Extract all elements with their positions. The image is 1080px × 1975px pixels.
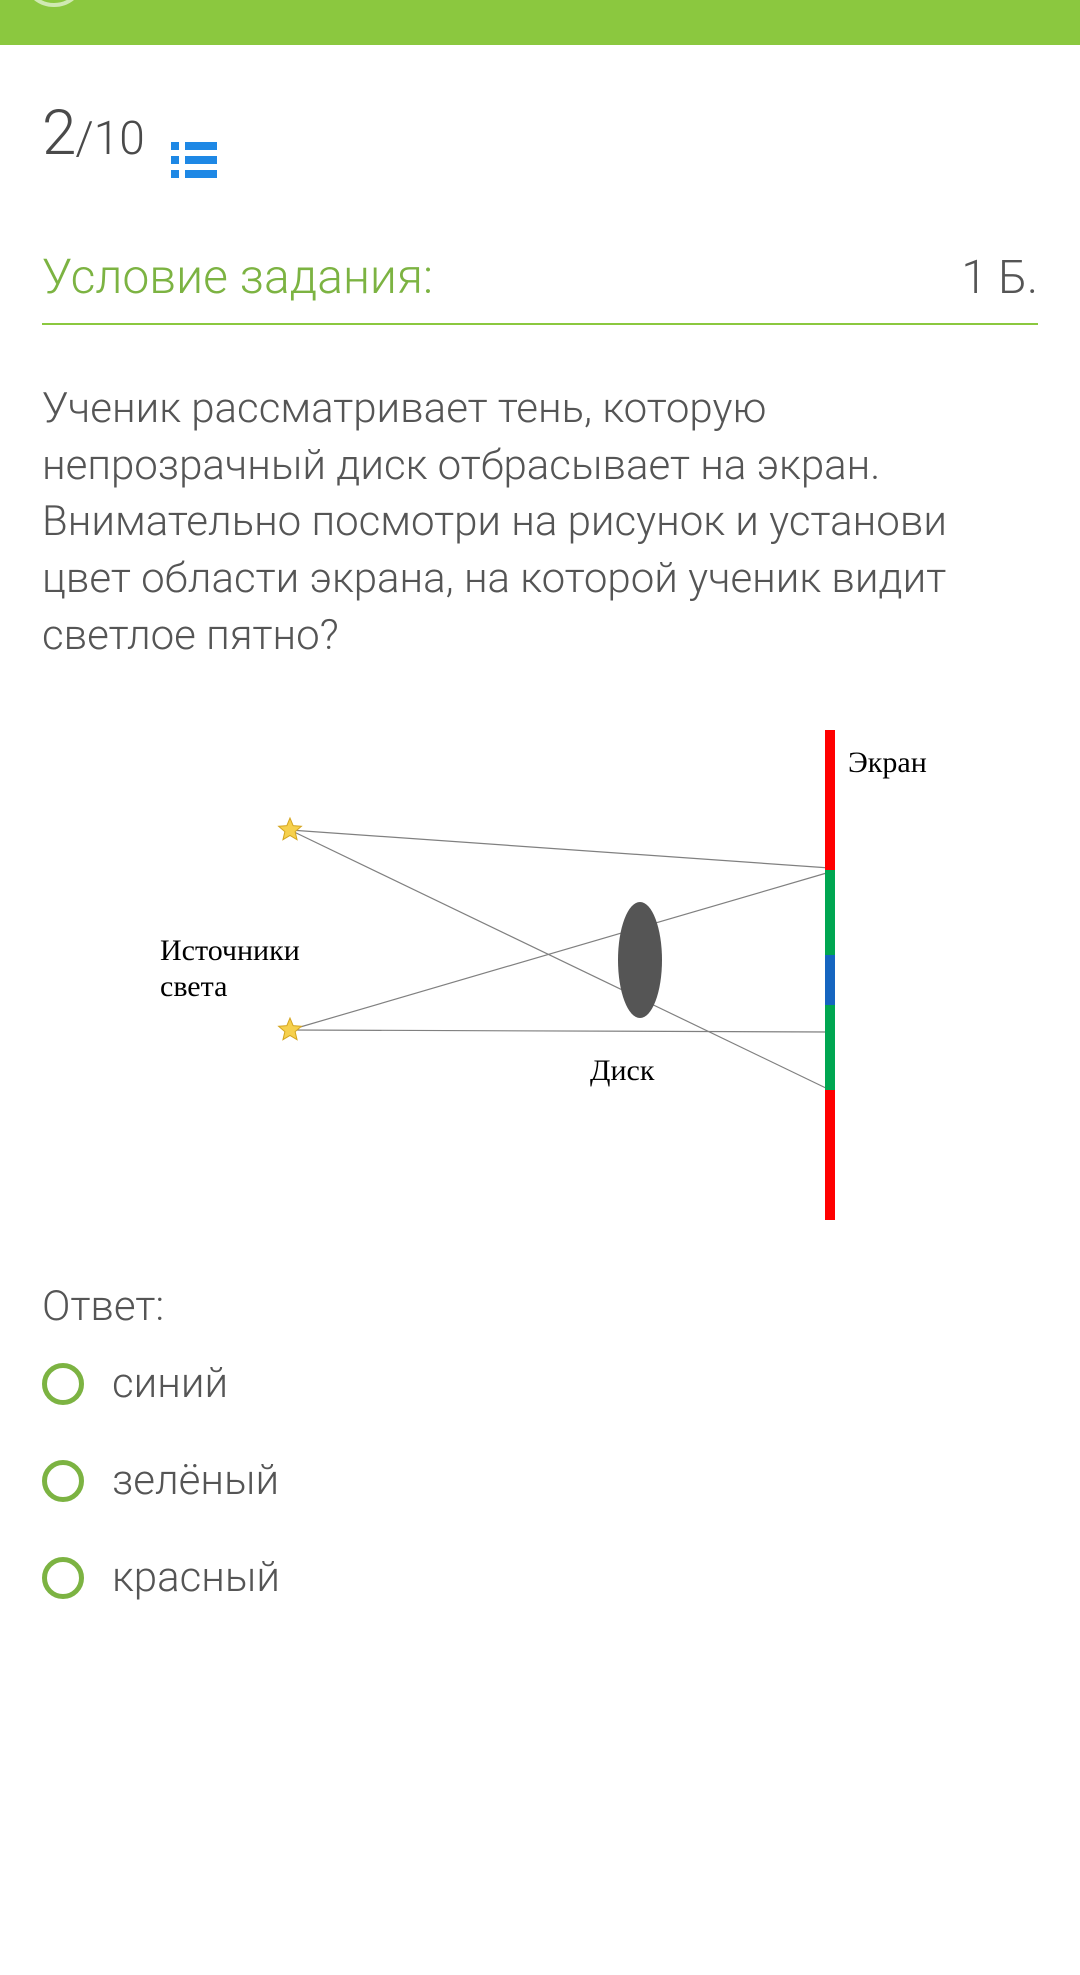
answer-option-green[interactable]: зелёный — [42, 1456, 1038, 1505]
progress-total: 10 — [94, 112, 145, 166]
answer-option-label: синий — [112, 1359, 228, 1408]
svg-text:Источникисвета: Источникисвета — [160, 934, 300, 1003]
radio-icon[interactable] — [42, 1460, 84, 1502]
answer-label: Ответ: — [42, 1282, 1038, 1331]
top-bar — [0, 0, 1080, 45]
title-row: Условие задания: 1 Б. — [42, 248, 1038, 325]
question-text: Ученик рассматривает тень, которую непро… — [42, 381, 1038, 664]
task-condition-title: Условие задания: — [42, 248, 433, 305]
top-bar-circle-decor — [22, 0, 86, 7]
answer-option-label: зелёный — [112, 1456, 279, 1505]
svg-text:Диск: Диск — [590, 1054, 655, 1087]
diagram-wrap: Экран Источникисвета Диск — [42, 710, 1038, 1230]
task-points: 1 Б. — [961, 251, 1038, 305]
answer-option-blue[interactable]: синий — [42, 1359, 1038, 1408]
question-list-icon[interactable] — [171, 142, 217, 178]
content: 2/10 Условие задания: 1 Б. Ученик рассма… — [0, 45, 1080, 1642]
answer-option-red[interactable]: красный — [42, 1553, 1038, 1602]
progress-current: 2 — [42, 97, 75, 170]
radio-icon[interactable] — [42, 1363, 84, 1405]
answer-option-label: красный — [112, 1553, 280, 1602]
answer-options: синий зелёный красный — [42, 1359, 1038, 1602]
progress-separator: / — [75, 112, 93, 166]
svg-text:Экран: Экран — [848, 746, 927, 779]
progress-text: 2/10 — [42, 97, 145, 170]
radio-icon[interactable] — [42, 1557, 84, 1599]
progress-row: 2/10 — [42, 97, 1038, 182]
optics-diagram: Экран Источникисвета Диск — [140, 710, 940, 1230]
